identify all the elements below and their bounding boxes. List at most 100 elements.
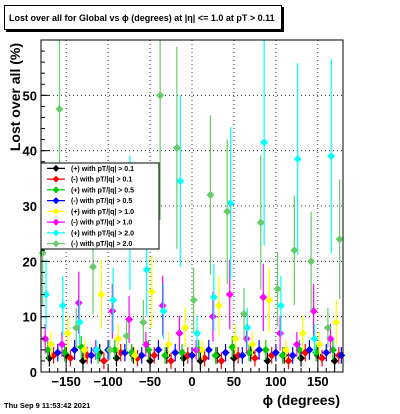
data-point-series-1 [99,356,108,365]
data-point-series-5 [57,340,66,349]
data-point-series-3 [322,348,331,357]
data-point-series-5 [158,301,167,310]
data-point-series-3 [188,351,196,360]
data-point-series-6 [243,323,252,332]
legend-entry: (+) with pT/|q| > 0.1 [71,166,134,173]
legend-marker [52,229,60,237]
data-point-series-3 [288,351,297,360]
data-point-series-6 [42,290,51,299]
legend-entry: (-) with pT/|q| > 0.1 [71,177,132,184]
data-point-series-5 [108,307,117,316]
legend-entry: (-) with pT/|q| > 2.0 [71,241,132,248]
data-point-series-7 [189,296,198,305]
data-point-series-3 [305,345,314,354]
data-point-series-4 [198,345,207,354]
data-point-series-4 [47,340,56,349]
legend-marker [52,186,60,194]
data-point-series-7 [273,285,282,293]
data-point-series-2 [110,345,119,354]
legend-entry: (-) with pT/|q| > 0.5 [71,198,132,205]
y-tick-label: 0 [30,365,37,380]
data-point-series-4 [114,334,123,343]
data-point-series-3 [221,348,230,357]
x-tick-label: −50 [139,374,161,389]
data-point-series-7 [139,318,148,327]
legend-entry: (+) with pT/|q| > 1.0 [71,209,134,216]
legend-box [40,162,160,250]
legend-marker [52,197,60,205]
legend-entry: (-) with pT/|q| > 1.0 [71,220,132,227]
data-point-series-4 [231,334,240,343]
data-point-series-6 [226,199,235,208]
data-point-series-1 [66,354,75,363]
legend-marker [52,218,60,226]
data-point-series-2 [261,345,270,354]
data-point-series-3 [204,345,213,354]
legend-marker [52,175,60,183]
data-point-series-1 [217,356,226,365]
data-point-series-3 [238,351,247,360]
data-point-series-4 [315,340,324,349]
data-point-series-5 [192,345,201,354]
data-point-series-3 [87,351,96,360]
x-tick-label: 150 [307,374,329,389]
data-point-series-4 [63,329,72,338]
x-tick-label: −100 [93,374,122,389]
data-point-series-6 [75,318,84,327]
data-point-series-4 [130,351,139,360]
data-point-series-7 [122,332,131,341]
data-point-series-0 [263,356,272,365]
data-point-series-0 [112,354,121,363]
ticks-layer: −150 −100 −50 0 50 100 150 0 10 20 30 40 50 [23,39,344,389]
legend-marker [52,207,60,215]
data-point-series-6 [142,265,151,274]
data-point-series-4 [248,340,257,349]
x-axis-label: ϕ (degrees) [263,392,340,408]
data-point-series-7 [307,257,316,266]
y-tick-label: 40 [23,144,37,159]
data-point-series-7 [223,207,232,216]
legend: (+) with pT/|q| > 0.1 (-) with pT/|q| > 0… [40,162,160,250]
data-point-series-3 [137,351,146,360]
data-point-series-4 [164,340,173,349]
data-point-series-7 [89,262,98,271]
data-point-series-0 [330,356,339,365]
data-point-series-7 [156,91,165,100]
data-point-series-4 [97,290,106,299]
data-point-series-7 [240,309,249,318]
data-point-series-3 [154,345,163,354]
y-tick-label: 30 [23,199,37,214]
data-point-series-6 [327,152,336,161]
data-point-series-5 [41,334,50,343]
legend-marker [52,240,60,248]
data-point-series-4 [332,318,341,327]
data-point-series-2 [60,348,69,357]
data-point-series-3 [271,348,280,357]
data-point-series-1 [150,351,159,360]
data-point-series-7 [335,235,344,244]
points-layer [38,40,346,370]
grid-layer [41,40,343,372]
data-point-series-7 [323,323,332,332]
data-point-series-6 [310,334,319,343]
data-point-series-7 [206,190,215,199]
data-point-series-5 [276,329,285,338]
data-point-series-6 [159,307,168,316]
data-point-series-6 [109,296,118,305]
data-point-series-3 [120,348,129,357]
data-point-series-1 [167,356,176,365]
x-tick-label: 100 [265,374,287,389]
data-point-series-0 [146,356,155,365]
data-point-series-6 [260,138,269,147]
data-point-series-5 [208,312,217,321]
x-tick-label: −150 [52,374,81,389]
y-tick-label: 50 [23,88,37,103]
data-point-series-7 [256,218,265,227]
data-point-series-6 [176,177,185,186]
data-point-series-4 [298,329,307,338]
x-tick-label: 0 [188,374,195,389]
y-axis-label: Lost over all (%) [7,43,23,151]
data-point-series-4 [147,287,156,296]
data-point-series-5 [74,298,83,307]
chart-title: Lost over all for Global vs ϕ (degrees) … [4,5,282,30]
